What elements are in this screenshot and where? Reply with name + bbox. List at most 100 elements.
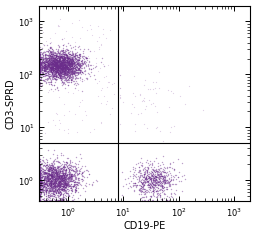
Point [46, 172, 50, 175]
Point [38, 180, 42, 184]
Point [145, 169, 149, 173]
Point [67, 63, 71, 67]
Point [40, 184, 44, 188]
Point [63, 177, 67, 180]
Point [66, 90, 70, 93]
Point [42, 65, 46, 69]
Point [75, 62, 79, 66]
Point [60, 56, 64, 60]
Point [43, 59, 47, 63]
Point [153, 174, 157, 178]
Point [72, 66, 76, 70]
Point [60, 66, 64, 70]
Point [69, 61, 73, 64]
Point [55, 67, 59, 71]
Point [53, 66, 57, 70]
Point [55, 75, 59, 79]
Point [72, 72, 76, 76]
Point [66, 182, 70, 186]
Point [66, 179, 70, 183]
Point [74, 189, 78, 192]
Point [63, 181, 67, 185]
Point [48, 187, 52, 190]
Point [41, 167, 46, 171]
Point [59, 77, 63, 80]
Point [46, 63, 50, 67]
Point [54, 185, 58, 189]
Point [63, 58, 67, 62]
Point [63, 63, 67, 66]
Point [60, 83, 64, 87]
Point [82, 57, 86, 61]
Point [60, 187, 64, 191]
Point [165, 173, 169, 177]
Point [59, 67, 63, 71]
Point [70, 63, 74, 67]
Point [53, 69, 57, 73]
Point [148, 176, 152, 179]
Point [67, 69, 71, 73]
Point [58, 193, 62, 197]
Point [51, 68, 56, 72]
Point [54, 62, 58, 65]
Point [137, 92, 142, 96]
Point [57, 55, 61, 59]
Point [46, 174, 50, 178]
Point [56, 59, 60, 63]
Point [143, 177, 147, 181]
Point [62, 69, 67, 73]
Point [56, 67, 60, 71]
Point [52, 60, 56, 64]
Point [144, 176, 148, 180]
Point [69, 164, 73, 168]
Point [74, 70, 78, 74]
Point [51, 69, 56, 73]
Point [48, 64, 52, 68]
Point [48, 61, 52, 65]
Point [69, 57, 73, 61]
Point [61, 176, 65, 180]
Point [46, 59, 50, 63]
Point [60, 179, 64, 183]
Point [48, 50, 52, 54]
Point [49, 178, 53, 182]
Point [43, 68, 47, 72]
Point [156, 176, 160, 179]
Point [62, 169, 67, 173]
Point [64, 169, 68, 173]
Point [50, 65, 54, 68]
Point [50, 177, 54, 180]
Point [67, 109, 71, 113]
Point [151, 193, 155, 196]
Point [59, 59, 63, 62]
Point [45, 178, 49, 182]
Point [56, 71, 60, 74]
Point [52, 123, 57, 127]
Point [42, 66, 47, 70]
Point [67, 75, 71, 79]
Point [93, 65, 97, 69]
Point [66, 68, 70, 72]
Point [55, 51, 59, 55]
Point [58, 75, 62, 78]
Point [63, 189, 67, 193]
Point [58, 59, 62, 63]
Point [153, 180, 157, 184]
Point [77, 44, 81, 48]
Point [159, 197, 163, 201]
Point [60, 66, 65, 70]
Point [55, 54, 59, 57]
Point [152, 187, 156, 190]
Point [56, 169, 60, 173]
Point [77, 63, 81, 67]
Point [41, 60, 45, 64]
Point [38, 64, 42, 68]
Point [57, 179, 61, 182]
Point [76, 61, 80, 65]
Point [46, 76, 50, 80]
Point [58, 169, 62, 173]
Point [38, 185, 42, 189]
Point [52, 179, 56, 183]
Point [47, 66, 51, 69]
Point [147, 181, 152, 184]
